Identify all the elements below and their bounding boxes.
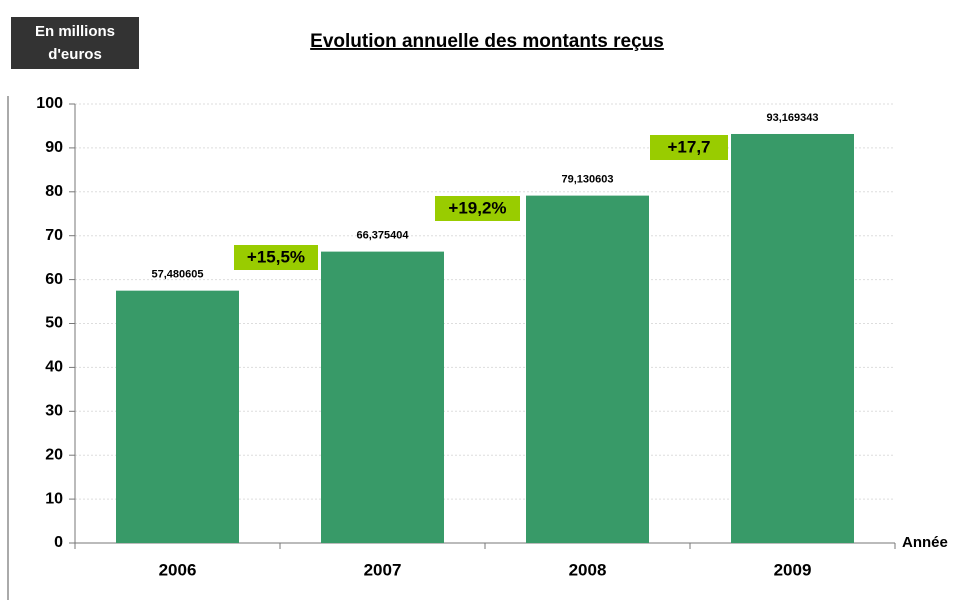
y-tick-label: 70 bbox=[45, 227, 63, 244]
annotation-box bbox=[650, 135, 728, 160]
x-tick-label: 2008 bbox=[569, 560, 607, 579]
annotation: +17,7 bbox=[667, 137, 710, 156]
x-tick-label: 2006 bbox=[159, 560, 197, 579]
value-label: 57,480605 bbox=[152, 269, 204, 281]
y-tick-label: 60 bbox=[45, 271, 63, 288]
ylabel-box bbox=[11, 17, 139, 69]
y-tick-label: 0 bbox=[54, 534, 63, 551]
y-tick-label: 80 bbox=[45, 183, 63, 200]
y-tick-label: 90 bbox=[45, 139, 63, 156]
x-axis-label: Année bbox=[902, 534, 948, 551]
bar bbox=[526, 195, 649, 544]
y-axis-label: En millions bbox=[35, 23, 115, 40]
bar bbox=[321, 251, 444, 543]
y-tick-label: 10 bbox=[45, 490, 63, 507]
y-tick-label: 100 bbox=[36, 95, 63, 112]
y-tick-label: 40 bbox=[45, 359, 63, 376]
value-label: 79,130603 bbox=[562, 174, 614, 186]
annotation: +15,5% bbox=[247, 247, 305, 266]
x-tick-label: 2007 bbox=[364, 560, 402, 579]
value-label: 66,375404 bbox=[357, 230, 410, 242]
y-tick-label: 30 bbox=[45, 403, 63, 420]
bar bbox=[116, 290, 239, 543]
annotation: +19,2% bbox=[448, 198, 506, 217]
annotation-box bbox=[435, 196, 520, 221]
bar bbox=[731, 133, 854, 544]
chart-title: Evolution annuelle des montants reçus bbox=[310, 31, 664, 52]
y-tick-label: 50 bbox=[45, 315, 63, 332]
annotation-box bbox=[234, 245, 318, 270]
value-label: 93,169343 bbox=[767, 112, 819, 124]
x-tick-label: 2009 bbox=[774, 560, 812, 579]
y-tick-label: 20 bbox=[45, 446, 63, 463]
y-axis-label: d'euros bbox=[48, 46, 102, 63]
